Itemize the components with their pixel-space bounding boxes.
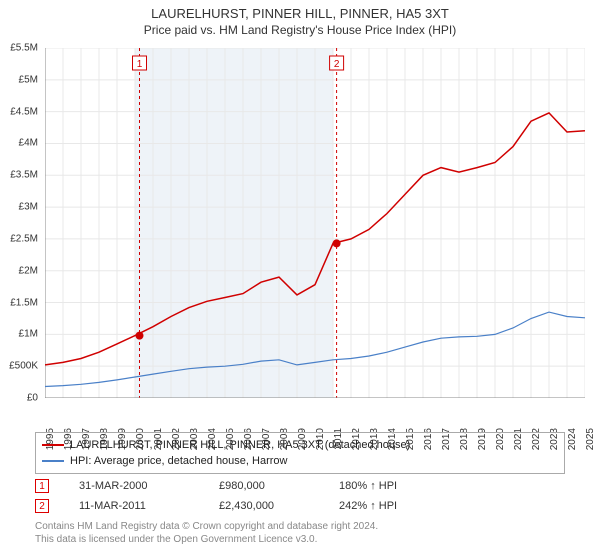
marker-price: £980,000	[219, 480, 309, 492]
credits-line: This data is licensed under the Open Gov…	[35, 533, 565, 546]
line-chart-svg: 12	[45, 48, 585, 398]
y-tick-label: £1.5M	[10, 297, 38, 308]
credits: Contains HM Land Registry data © Crown c…	[35, 520, 565, 546]
y-axis-labels: £0£500K£1M£1.5M£2M£2.5M£3M£3.5M£4M£4.5M£…	[0, 48, 42, 398]
legend: LAURELHURST, PINNER HILL, PINNER, HA5 3X…	[35, 432, 565, 474]
marker-pct: 242% ↑ HPI	[339, 500, 429, 512]
y-tick-label: £3M	[19, 202, 38, 213]
y-tick-label: £3.5M	[10, 170, 38, 181]
marker-badge-icon: 1	[35, 479, 49, 493]
legend-swatch	[42, 444, 64, 446]
chart-container: LAURELHURST, PINNER HILL, PINNER, HA5 3X…	[0, 0, 600, 560]
x-tick-label: 2025	[585, 428, 596, 450]
chart-plot-area: 12	[45, 48, 585, 398]
y-tick-label: £2.5M	[10, 233, 38, 244]
marker-pct: 180% ↑ HPI	[339, 480, 429, 492]
marker-price: £2,430,000	[219, 500, 309, 512]
x-tick-label: 2024	[567, 428, 578, 450]
marker-row: 1 31-MAR-2000 £980,000 180% ↑ HPI	[35, 476, 565, 496]
y-tick-label: £5M	[19, 74, 38, 85]
y-tick-label: £4M	[19, 138, 38, 149]
y-tick-label: £4.5M	[10, 106, 38, 117]
legend-label: LAURELHURST, PINNER HILL, PINNER, HA5 3X…	[70, 439, 410, 451]
marker-date: 31-MAR-2000	[79, 480, 189, 492]
y-tick-label: £2M	[19, 265, 38, 276]
legend-label: HPI: Average price, detached house, Harr…	[70, 455, 287, 467]
credits-line: Contains HM Land Registry data © Crown c…	[35, 520, 565, 533]
page-subtitle: Price paid vs. HM Land Registry's House …	[0, 21, 600, 41]
legend-item: LAURELHURST, PINNER HILL, PINNER, HA5 3X…	[42, 437, 558, 453]
marker-row: 2 11-MAR-2011 £2,430,000 242% ↑ HPI	[35, 496, 565, 516]
y-tick-label: £1M	[19, 329, 38, 340]
svg-text:2: 2	[334, 59, 340, 70]
marker-date: 11-MAR-2011	[79, 500, 189, 512]
y-tick-label: £0	[27, 393, 38, 404]
x-axis-labels: 1995199619971998199920002001200220032004…	[45, 400, 585, 430]
y-tick-label: £500K	[9, 361, 38, 372]
marker-table: 1 31-MAR-2000 £980,000 180% ↑ HPI 2 11-M…	[35, 476, 565, 516]
y-tick-label: £5.5M	[10, 43, 38, 54]
svg-text:1: 1	[137, 59, 143, 70]
legend-swatch	[42, 460, 64, 462]
marker-badge-icon: 2	[35, 499, 49, 513]
page-title: LAURELHURST, PINNER HILL, PINNER, HA5 3X…	[0, 0, 600, 21]
legend-item: HPI: Average price, detached house, Harr…	[42, 453, 558, 469]
